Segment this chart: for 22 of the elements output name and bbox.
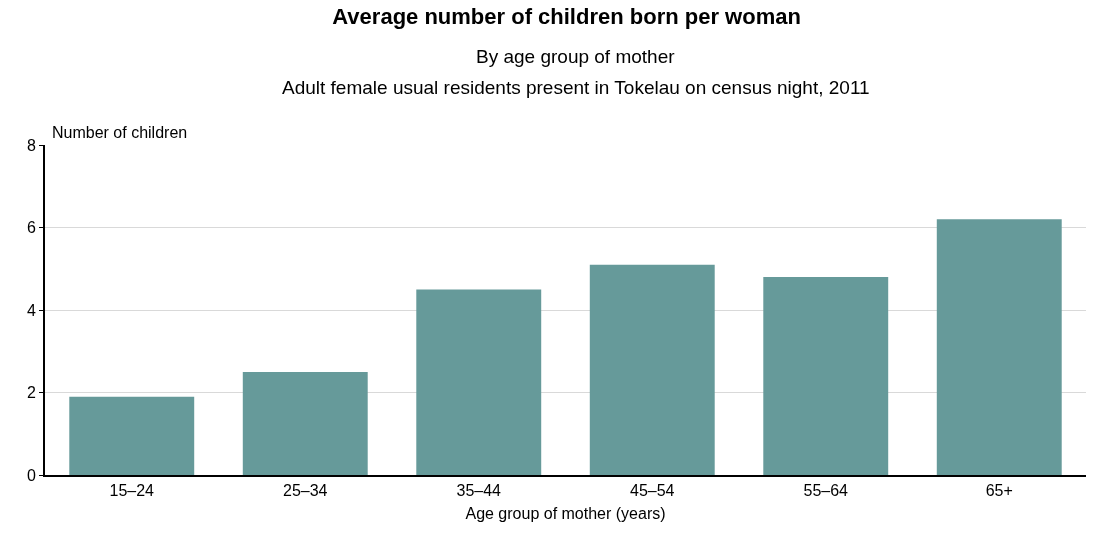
bar: [936, 219, 1062, 475]
x-tick-label: 65+: [985, 481, 1013, 499]
y-tick-label: 2: [26, 384, 36, 402]
y-axis-title: Number of children: [52, 124, 188, 141]
y-tick-label: 6: [26, 219, 36, 237]
y-tick-label: 0: [26, 466, 36, 484]
bar: [589, 264, 715, 475]
x-tick-label: 15–24: [109, 481, 155, 499]
x-axis-title: Age group of mother (years): [465, 505, 666, 523]
bar: [69, 396, 195, 475]
bar: [763, 277, 889, 475]
text: Adult female usual residents present in Tokelau on census night, 2011: [282, 77, 870, 98]
bar: [242, 371, 368, 475]
y-tick-label: 8: [26, 136, 36, 154]
x-tick-label: 55–64: [803, 481, 849, 499]
chart-subtitle: By age group of mother: [476, 46, 676, 67]
bar: [416, 289, 542, 475]
y-tick-label: 4: [26, 301, 36, 319]
x-tick-label: 25–34: [283, 481, 328, 499]
x-tick-label: 45–54: [630, 481, 675, 499]
x-tick-label: 35–44: [456, 481, 502, 499]
chart-title: Average number of children born per woman: [332, 3, 801, 29]
